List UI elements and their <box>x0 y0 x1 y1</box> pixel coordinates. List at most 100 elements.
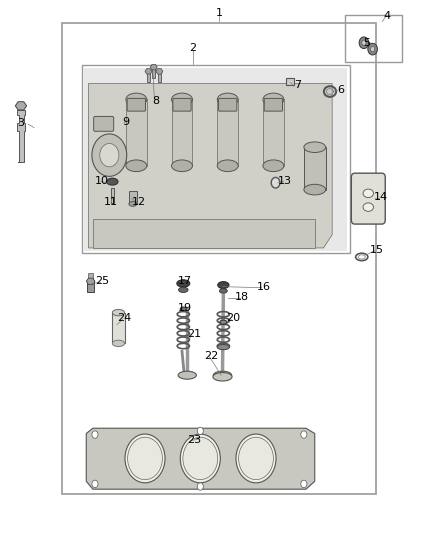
Circle shape <box>183 437 218 480</box>
Text: 2: 2 <box>189 43 197 53</box>
Text: 13: 13 <box>278 175 292 185</box>
Ellipse shape <box>304 184 325 195</box>
Circle shape <box>239 437 273 480</box>
Text: 1: 1 <box>215 8 223 18</box>
Bar <box>88 273 93 280</box>
Text: 14: 14 <box>374 191 388 201</box>
Bar <box>126 100 147 166</box>
Text: 12: 12 <box>131 197 145 207</box>
Circle shape <box>197 483 203 490</box>
Circle shape <box>236 434 276 483</box>
Text: 5: 5 <box>364 38 371 48</box>
Bar <box>152 67 155 78</box>
Text: 15: 15 <box>370 245 384 255</box>
Ellipse shape <box>177 280 190 287</box>
Bar <box>87 280 94 292</box>
Polygon shape <box>86 428 315 489</box>
Bar <box>345 14 402 62</box>
Text: 17: 17 <box>178 276 192 286</box>
Text: 23: 23 <box>187 435 201 446</box>
Ellipse shape <box>304 142 325 152</box>
Text: 20: 20 <box>226 313 240 324</box>
Polygon shape <box>15 102 27 110</box>
Bar <box>217 100 238 166</box>
Ellipse shape <box>129 201 137 206</box>
Circle shape <box>371 46 375 52</box>
Ellipse shape <box>213 371 232 379</box>
Ellipse shape <box>113 340 124 346</box>
Ellipse shape <box>263 160 284 172</box>
Bar <box>82 65 350 253</box>
Bar <box>84 68 347 251</box>
Text: 6: 6 <box>337 85 344 95</box>
Text: 9: 9 <box>122 117 129 127</box>
Bar <box>111 188 114 203</box>
Ellipse shape <box>263 93 284 106</box>
Text: 22: 22 <box>204 351 218 361</box>
Polygon shape <box>86 278 95 285</box>
Ellipse shape <box>220 320 227 324</box>
Ellipse shape <box>217 160 238 172</box>
Circle shape <box>368 43 378 55</box>
Ellipse shape <box>126 93 147 106</box>
Text: 11: 11 <box>104 197 118 207</box>
FancyBboxPatch shape <box>264 99 283 111</box>
Bar <box>113 313 124 343</box>
Bar <box>62 22 376 495</box>
Text: 10: 10 <box>95 175 109 185</box>
Text: 4: 4 <box>383 11 390 21</box>
Polygon shape <box>156 69 163 74</box>
Circle shape <box>362 40 366 45</box>
Text: 25: 25 <box>95 276 110 286</box>
Text: 19: 19 <box>178 303 192 313</box>
Circle shape <box>301 431 307 438</box>
Ellipse shape <box>363 189 374 198</box>
Polygon shape <box>18 110 25 161</box>
Circle shape <box>127 437 162 480</box>
Text: 3: 3 <box>18 118 25 128</box>
Circle shape <box>359 37 369 49</box>
Ellipse shape <box>180 307 186 311</box>
Ellipse shape <box>363 203 374 212</box>
Polygon shape <box>150 64 157 70</box>
Bar <box>172 100 192 166</box>
Polygon shape <box>88 84 332 248</box>
FancyBboxPatch shape <box>219 99 237 111</box>
Circle shape <box>180 434 220 483</box>
FancyBboxPatch shape <box>94 116 114 131</box>
Ellipse shape <box>213 373 232 381</box>
Circle shape <box>301 480 307 488</box>
Bar <box>263 100 284 166</box>
Ellipse shape <box>107 178 118 185</box>
Circle shape <box>271 177 280 188</box>
FancyBboxPatch shape <box>351 173 385 224</box>
Circle shape <box>92 480 98 488</box>
Bar <box>147 71 150 82</box>
Ellipse shape <box>172 93 192 106</box>
Ellipse shape <box>178 371 196 379</box>
Ellipse shape <box>219 288 227 293</box>
Ellipse shape <box>172 160 192 172</box>
Text: 21: 21 <box>187 329 201 340</box>
Circle shape <box>197 427 203 434</box>
Ellipse shape <box>217 93 238 106</box>
Ellipse shape <box>217 344 230 350</box>
Polygon shape <box>145 69 152 74</box>
Ellipse shape <box>218 281 229 288</box>
Bar <box>286 78 294 85</box>
Bar <box>304 147 325 190</box>
Bar <box>129 191 137 204</box>
Ellipse shape <box>113 310 124 316</box>
Ellipse shape <box>179 287 188 293</box>
Circle shape <box>125 434 165 483</box>
FancyBboxPatch shape <box>173 99 191 111</box>
Circle shape <box>92 134 127 176</box>
Text: 24: 24 <box>117 313 131 324</box>
Text: 8: 8 <box>152 96 159 106</box>
Text: 18: 18 <box>235 292 249 302</box>
FancyBboxPatch shape <box>127 99 145 111</box>
Bar <box>93 219 315 248</box>
Circle shape <box>100 143 119 167</box>
Bar <box>158 71 161 82</box>
Text: 7: 7 <box>294 80 301 90</box>
